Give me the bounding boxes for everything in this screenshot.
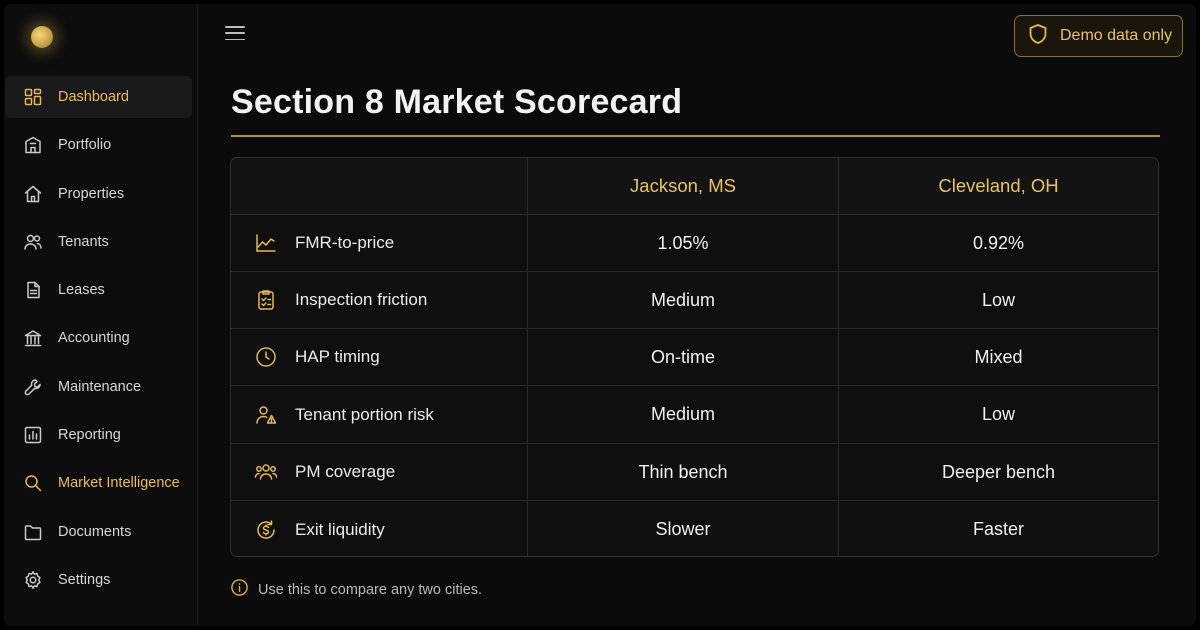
scorecard-table: Jackson, MS Cleveland, OH FMR-to-price 1… [230,157,1159,557]
bar-chart-icon [23,425,43,445]
metric-cell: HAP timing [231,329,528,385]
metric-cell: Exit liquidity [231,501,528,556]
sidebar-item-label: Accounting [58,330,130,347]
sidebar-item-label: Tenants [58,233,109,250]
sidebar-item-label: Market Intelligence [58,475,180,492]
value-cell-city-a: On-time [528,329,839,385]
folder-icon [23,522,43,542]
dashboard-grid-icon [23,87,43,107]
table-row: Inspection friction Medium Low [231,271,1158,328]
wrench-icon [23,377,43,397]
sidebar-item-label: Maintenance [58,378,142,395]
sidebar-item-label: Leases [58,282,105,299]
table-row: HAP timing On-time Mixed [231,328,1158,385]
sidebar-item-settings[interactable]: Settings [5,559,192,601]
building-icon [23,135,43,155]
footer-note-text: Use this to compare any two cities. [258,582,483,598]
hamburger-menu-icon[interactable] [225,26,245,42]
value-cell-city-a: Medium [528,386,839,443]
metric-label: HAP timing [295,347,380,366]
sidebar-nav: Dashboard Portfolio Properties Tenants [4,76,198,607]
metric-cell: PM coverage [231,444,528,500]
demo-data-badge: Demo data only [1014,15,1183,57]
sidebar-item-label: Portfolio [58,137,112,154]
value-cell-city-a: Medium [528,272,839,328]
users-icon [23,232,43,252]
info-icon [230,578,249,602]
sidebar-item-documents[interactable]: Documents [5,511,192,553]
logo[interactable] [31,26,53,48]
search-icon [23,473,43,493]
sidebar-item-portfolio[interactable]: Portfolio [5,124,192,166]
metric-label: Exit liquidity [295,519,385,539]
app-window: Dashboard Portfolio Properties Tenants [4,4,1196,626]
team-icon [253,459,279,485]
sidebar-item-maintenance[interactable]: Maintenance [5,366,192,408]
metric-cell: Inspection friction [231,272,528,328]
table-row: PM coverage Thin bench Deeper bench [231,443,1158,500]
table-row: FMR-to-price 1.05% 0.92% [231,214,1158,271]
bank-icon [23,328,43,348]
header-cell-city-b[interactable]: Cleveland, OH [938,175,1059,196]
table-row: Tenant portion risk Medium Low [231,385,1158,443]
sidebar-item-label: Settings [58,571,111,588]
metric-label: FMR-to-price [295,233,395,252]
footer-note: Use this to compare any two cities. [230,578,482,602]
metric-label: Inspection friction [295,290,428,309]
document-icon [23,280,43,300]
trend-chart-icon [253,230,279,256]
clock-icon [253,344,279,370]
sidebar-item-tenants[interactable]: Tenants [5,221,192,263]
metric-label: PM coverage [295,462,396,481]
page-title: Section 8 Market Scorecard [231,83,683,121]
metric-cell: Tenant portion risk [231,386,528,443]
sidebar-item-label: Reporting [58,427,121,444]
value-cell-city-b: Faster [972,519,1024,539]
value-cell-city-a: 1.05% [528,215,839,271]
sidebar: Dashboard Portfolio Properties Tenants [4,4,198,626]
sidebar-item-market-intelligence[interactable]: Market Intelligence [5,462,192,504]
value-cell-city-a: Thin bench [528,444,839,500]
header-cell-metric [231,158,528,214]
value-cell-city-b: Mixed [974,346,1023,367]
gear-icon [23,570,43,590]
table-row: Exit liquidity Slower Faster [231,500,1158,556]
demo-badge-label: Demo data only [1060,27,1173,44]
sidebar-item-label: Documents [58,523,132,540]
table-header-row: Jackson, MS Cleveland, OH [231,158,1158,214]
clipboard-check-icon [253,287,279,313]
sidebar-item-accounting[interactable]: Accounting [5,317,192,359]
value-cell-city-b: 0.92% [972,232,1025,253]
shield-icon [1027,23,1049,50]
sidebar-item-dashboard[interactable]: Dashboard [5,76,192,118]
sidebar-item-label: Dashboard [58,89,129,105]
home-icon [23,184,43,204]
value-cell-city-a: Slower [528,501,839,556]
dollar-cycle-icon [253,517,279,543]
header-cell-city-a[interactable]: Jackson, MS [528,158,839,214]
sidebar-item-reporting[interactable]: Reporting [5,414,192,456]
metric-label: Tenant portion risk [295,404,434,424]
sidebar-item-leases[interactable]: Leases [5,269,192,311]
metric-cell: FMR-to-price [231,215,528,271]
value-cell-city-b: Low [981,404,1016,424]
value-cell-city-b: Low [981,289,1016,310]
sidebar-item-properties[interactable]: Properties [5,173,192,215]
user-warning-icon [253,402,279,428]
title-divider [231,135,1160,137]
value-cell-city-b: Deeper bench [941,461,1056,482]
sidebar-item-label: Properties [58,185,125,202]
